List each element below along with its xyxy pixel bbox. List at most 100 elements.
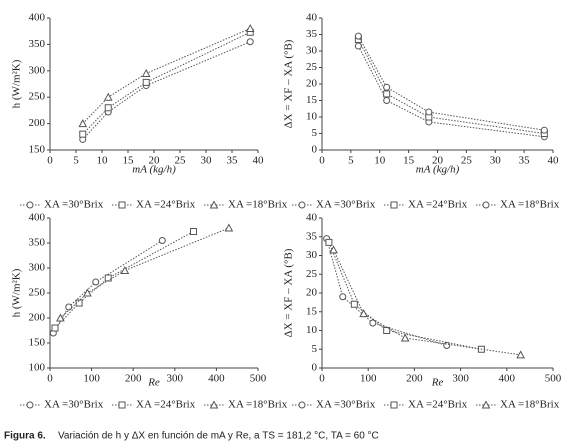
y-tick-label: 35 (306, 28, 318, 40)
y-tick-label: 150 (29, 144, 46, 156)
x-tick-label: 40 (253, 155, 265, 167)
y-tick-label: 150 (29, 337, 46, 349)
marker (516, 350, 525, 359)
legend-label: XA =30°Brix (44, 199, 104, 211)
series-line (60, 227, 230, 319)
y-tick-label: 250 (29, 91, 46, 103)
y-tick-label: 400 (29, 212, 46, 224)
marker (359, 309, 368, 318)
series-line (82, 41, 251, 140)
legend-label: XA =24°Brix (408, 399, 468, 411)
y-tick-label: 0 (312, 144, 318, 156)
marker (390, 401, 398, 409)
x-axis-label: Re (147, 377, 160, 389)
y-tick-label: 350 (29, 237, 46, 249)
y-tick-label: 40 (306, 212, 318, 224)
caption-text: Variación de h y ΔX en función de mA y R… (58, 431, 379, 442)
y-axis-label: h (W/m²K) (11, 59, 23, 108)
y-tick-label: 400 (29, 12, 46, 24)
marker (354, 32, 362, 40)
y-tick-label: 350 (29, 38, 46, 50)
y-tick-label: 0 (312, 362, 318, 374)
y-tick-label: 5 (312, 127, 318, 139)
series-line (357, 35, 545, 131)
x-tick-label: 300 (452, 373, 469, 385)
y-tick-label: 30 (306, 249, 318, 261)
x-tick-label: 25 (175, 155, 187, 167)
y-tick-label: 300 (29, 262, 46, 274)
marker (104, 104, 112, 112)
marker (245, 24, 255, 33)
legend-label: XA =30°Brix (44, 399, 104, 411)
legend-label: XA =24°Brix (136, 199, 196, 211)
legend-label: XA =30°Brix (316, 399, 376, 411)
legend-label: XA =18°Brix (228, 399, 288, 411)
x-tick-label: 20 (149, 155, 161, 167)
x-tick-label: 300 (167, 373, 184, 385)
series-line (82, 28, 251, 124)
x-tick-label: 0 (319, 373, 325, 385)
x-tick-label: 10 (374, 155, 386, 167)
x-tick-label: 500 (250, 373, 267, 385)
y-tick-label: 20 (306, 78, 318, 90)
legend-label: XA =24°Brix (408, 199, 468, 211)
marker (51, 324, 59, 332)
marker (83, 288, 92, 297)
x-tick-label: 35 (227, 155, 239, 167)
x-tick-label: 400 (499, 373, 516, 385)
y-tick-label: 10 (306, 324, 318, 336)
x-tick-label: 0 (319, 155, 325, 167)
marker (65, 303, 73, 311)
marker (92, 278, 100, 286)
marker (400, 333, 410, 342)
marker (56, 313, 65, 322)
x-tick-label: 15 (123, 155, 135, 167)
x-tick-label: 20 (432, 155, 444, 167)
marker (481, 400, 491, 409)
y-axis-label: ΔX = XF – XA (°B) (283, 248, 295, 337)
x-tick-label: 100 (83, 373, 100, 385)
y-tick-label: 25 (306, 268, 318, 280)
marker (369, 319, 377, 327)
x-tick-label: 500 (545, 373, 562, 385)
marker (350, 300, 358, 308)
y-tick-label: 250 (29, 287, 46, 299)
caption-label: Figura 6. (4, 431, 46, 442)
marker (26, 401, 34, 409)
x-tick-label: 5 (348, 155, 354, 167)
legend-label: XA =24°Brix (136, 399, 196, 411)
x-tick-label: 15 (403, 155, 415, 167)
marker (383, 90, 391, 98)
x-tick-label: 35 (519, 155, 531, 167)
x-tick-label: 200 (406, 373, 423, 385)
x-axis-label: Re (431, 377, 444, 389)
y-tick-label: 30 (306, 45, 318, 57)
series-line (54, 231, 194, 329)
marker (383, 83, 391, 91)
marker (26, 201, 34, 209)
x-tick-label: 400 (208, 373, 225, 385)
marker (158, 237, 166, 244)
marker (209, 400, 219, 409)
y-tick-label: 100 (29, 362, 46, 374)
marker (298, 201, 306, 209)
y-tick-label: 35 (306, 230, 318, 242)
series-line (357, 45, 545, 138)
y-tick-label: 10 (306, 111, 318, 123)
x-tick-label: 0 (47, 155, 53, 167)
y-tick-label: 25 (306, 61, 318, 73)
legend-label: XA =18°Brix (228, 199, 288, 211)
series-line (357, 39, 545, 134)
y-tick-label: 40 (306, 12, 318, 24)
marker (118, 401, 126, 409)
x-tick-label: 10 (97, 155, 109, 167)
marker (325, 238, 333, 246)
legend-label: XA =30°Brix (316, 199, 376, 211)
marker (339, 293, 347, 301)
x-tick-label: 5 (73, 155, 79, 167)
marker (190, 228, 198, 235)
x-tick-label: 40 (548, 155, 560, 167)
x-tick-label: 30 (490, 155, 502, 167)
marker (78, 119, 88, 128)
